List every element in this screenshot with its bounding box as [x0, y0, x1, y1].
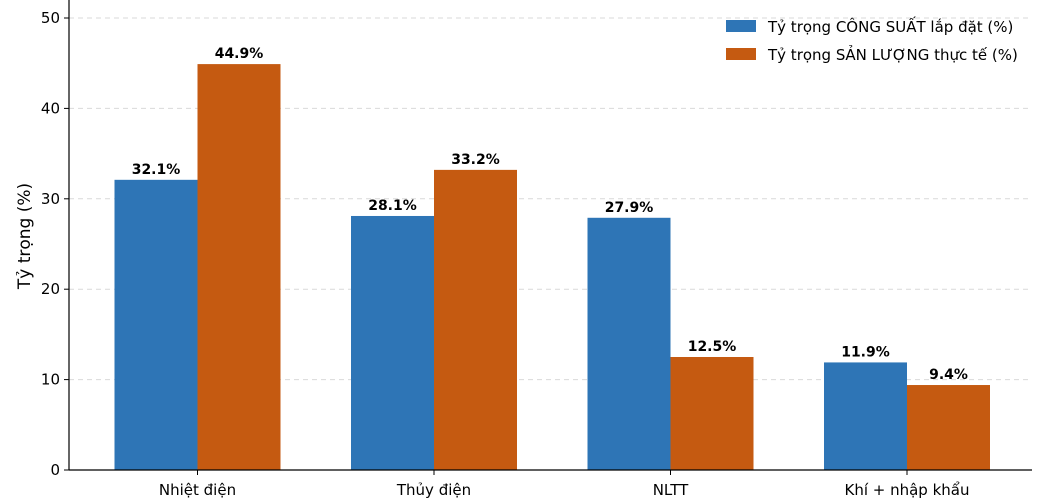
- x-tick-label: NLTT: [653, 481, 689, 499]
- legend-label: Tỷ trọng SẢN LƯỢNG thực tế (%): [767, 44, 1018, 64]
- bar-capacity-2: [587, 217, 671, 470]
- legend-swatch-0: [726, 20, 756, 32]
- y-tick-label: 40: [41, 99, 60, 117]
- data-label: 27.9%: [605, 200, 654, 216]
- x-tick-label: Nhiệt điện: [159, 481, 236, 499]
- x-tick-label: Khí + nhập khẩu: [844, 481, 969, 499]
- x-tick-label: Thủy điện: [396, 481, 471, 499]
- bar-output-1: [434, 169, 517, 470]
- legend-label: Tỷ trọng CÔNG SUẤT lắp đặt (%): [767, 15, 1013, 36]
- legend: Tỷ trọng CÔNG SUẤT lắp đặt (%) Tỷ trọng S…: [726, 15, 1018, 64]
- data-label: 33.2%: [451, 152, 500, 168]
- data-labels: 32.1% 44.9% 28.1% 33.2% 27.9% 12.5% 11.9% 9.4%: [132, 46, 968, 383]
- bars: [114, 64, 990, 471]
- axes: 0 10 20 30 40 50 Nhiệt điện Thủy điện NLTT Khí + …: [15, 0, 1032, 499]
- bar-capacity-3: [824, 362, 907, 470]
- data-label: 32.1%: [132, 162, 181, 178]
- data-label: 44.9%: [215, 46, 264, 62]
- bar-capacity-1: [351, 215, 434, 470]
- y-axis-label: Tỷ trọng (%): [15, 183, 35, 290]
- bar-output-0: [197, 64, 281, 470]
- legend-swatch-1: [726, 48, 756, 60]
- data-label: 11.9%: [841, 344, 890, 360]
- y-tick-label: 50: [41, 9, 60, 27]
- y-tick-label: 0: [50, 461, 60, 479]
- bar-capacity-0: [114, 179, 198, 471]
- data-label: 9.4%: [929, 367, 968, 383]
- y-tick-label: 10: [41, 371, 60, 389]
- data-label: 12.5%: [688, 339, 737, 355]
- bar-output-2: [670, 357, 754, 470]
- bar-output-3: [907, 385, 990, 470]
- data-label: 28.1%: [368, 198, 417, 214]
- y-tick-label: 30: [41, 190, 60, 208]
- y-tick-label: 20: [41, 280, 60, 298]
